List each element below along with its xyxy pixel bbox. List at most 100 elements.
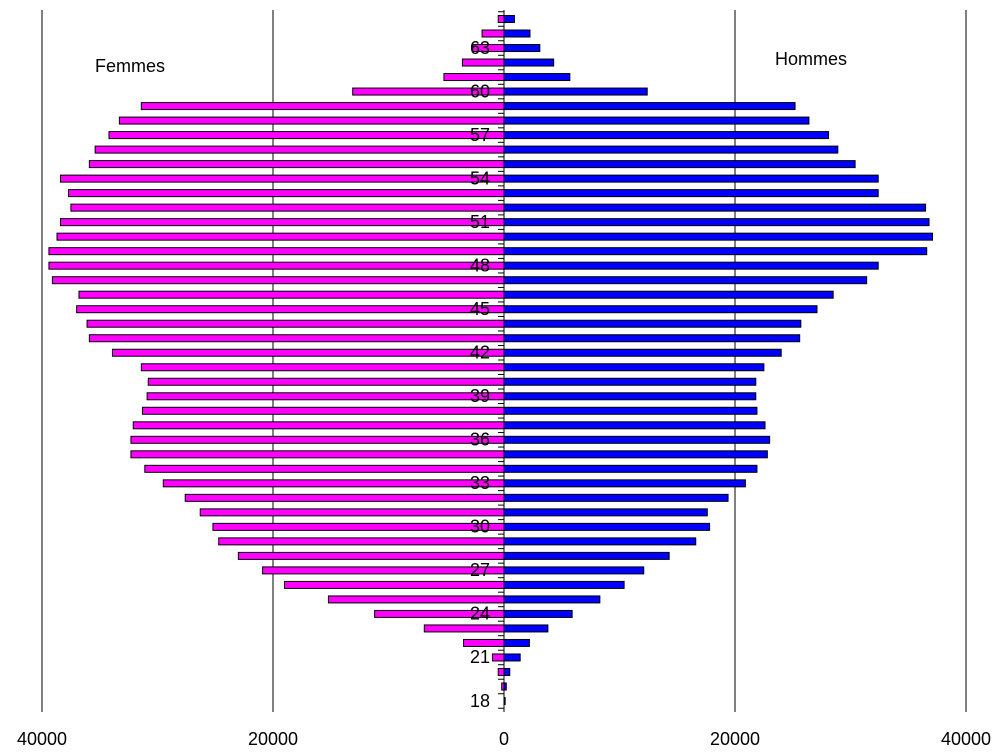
bar	[118, 116, 505, 125]
bar	[88, 160, 505, 169]
y-tick-label: 42	[470, 342, 490, 362]
y-tick-label: 48	[470, 255, 490, 275]
bar	[199, 508, 505, 517]
y-tick-label: 51	[470, 212, 490, 232]
y-tick-label: 63	[470, 38, 490, 58]
y-tick-label: 36	[470, 430, 490, 450]
bar	[497, 667, 505, 676]
bar	[327, 595, 505, 604]
bar	[503, 334, 801, 343]
bar	[503, 218, 930, 227]
bar	[503, 667, 511, 676]
series-label: Femmes	[95, 56, 165, 76]
bar	[94, 145, 505, 154]
y-tick-label: 30	[470, 517, 490, 537]
bar	[162, 479, 505, 488]
y-tick-label: 60	[470, 81, 490, 101]
bar	[503, 247, 928, 256]
bar	[503, 116, 810, 125]
x-tick-label: 40000	[941, 729, 991, 749]
bar	[503, 102, 796, 111]
bar	[503, 566, 645, 575]
x-tick-label: 20000	[248, 729, 298, 749]
bar	[51, 276, 505, 285]
bar	[503, 203, 927, 212]
x-tick-label: 40000	[17, 729, 67, 749]
bar	[503, 551, 670, 560]
bar	[78, 290, 505, 299]
bar	[423, 624, 505, 633]
bar	[503, 87, 648, 96]
bar	[503, 377, 757, 386]
bar	[503, 73, 571, 82]
bar	[503, 319, 802, 328]
y-tick-label: 21	[470, 647, 490, 667]
bar	[284, 580, 505, 589]
bar	[262, 566, 505, 575]
x-tick-label: 0	[499, 729, 509, 749]
bar	[111, 348, 505, 357]
bar	[218, 537, 505, 546]
bar	[48, 247, 505, 256]
y-tick-label: 45	[470, 299, 490, 319]
y-tick-label: 57	[470, 125, 490, 145]
bar	[503, 450, 768, 459]
bar	[503, 174, 879, 183]
bar	[503, 595, 601, 604]
y-tick-label: 33	[470, 473, 490, 493]
bar	[503, 58, 555, 67]
bar	[59, 174, 505, 183]
bar	[503, 638, 530, 647]
bar	[461, 58, 505, 67]
bar	[59, 218, 505, 227]
bar	[141, 406, 505, 415]
bar	[503, 464, 758, 473]
bar	[497, 15, 505, 23]
bar	[503, 29, 531, 38]
bar	[132, 421, 505, 430]
bar	[503, 493, 729, 502]
bar	[147, 377, 505, 386]
bar	[503, 609, 573, 618]
bar	[48, 261, 505, 270]
bar	[503, 290, 834, 299]
bar	[491, 653, 505, 662]
x-tick-label: 20000	[710, 729, 760, 749]
y-tick-label: 18	[470, 691, 490, 711]
bar	[503, 305, 818, 314]
bar	[237, 551, 505, 560]
bar	[68, 189, 505, 198]
bar	[212, 522, 505, 531]
bar	[503, 522, 711, 531]
bar	[184, 493, 505, 502]
bar	[130, 435, 505, 444]
bar	[503, 421, 766, 430]
bar	[503, 189, 879, 198]
bar	[503, 15, 515, 23]
bar	[146, 392, 505, 401]
bar	[503, 537, 697, 546]
bar	[70, 203, 505, 212]
y-tick-label: 39	[470, 386, 490, 406]
bar	[503, 697, 506, 705]
y-tick-label: 27	[470, 560, 490, 580]
bar	[503, 348, 782, 357]
bar	[503, 508, 708, 517]
y-tick-label: 54	[470, 168, 490, 188]
bar	[503, 479, 746, 488]
bar	[503, 682, 507, 691]
bar	[88, 334, 505, 343]
bar	[503, 406, 758, 415]
bar	[481, 29, 505, 38]
bar	[503, 160, 856, 169]
bar	[86, 319, 505, 328]
bar	[108, 131, 505, 140]
bar	[503, 261, 879, 270]
bar	[503, 580, 625, 589]
bar	[503, 435, 771, 444]
bar	[503, 145, 839, 154]
bar	[503, 392, 757, 401]
bar	[130, 450, 505, 459]
bar	[144, 464, 505, 473]
bar	[503, 653, 521, 662]
